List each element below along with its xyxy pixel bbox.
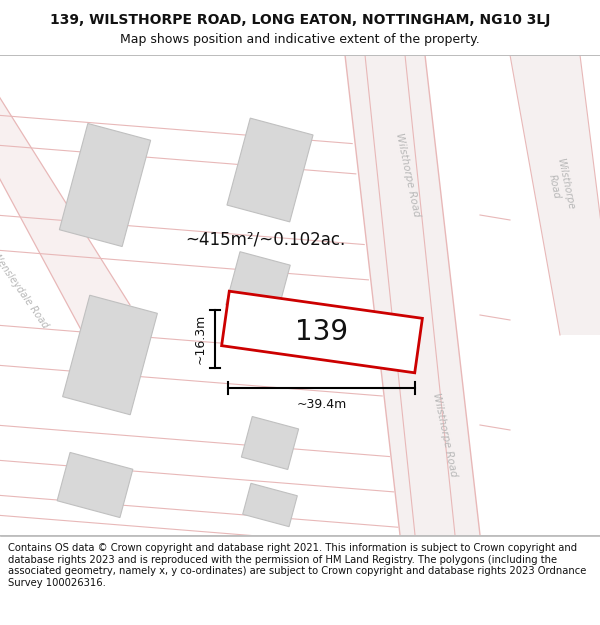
Text: 139: 139 bbox=[295, 318, 349, 346]
Polygon shape bbox=[59, 124, 151, 246]
Text: ~39.4m: ~39.4m bbox=[296, 398, 347, 411]
Text: Contains OS data © Crown copyright and database right 2021. This information is : Contains OS data © Crown copyright and d… bbox=[8, 543, 586, 588]
Text: ~16.3m: ~16.3m bbox=[194, 314, 207, 364]
Text: Wensleydale Road: Wensleydale Road bbox=[0, 250, 50, 330]
Polygon shape bbox=[57, 452, 133, 518]
Polygon shape bbox=[221, 291, 422, 372]
Text: Wilsthorpe
Road: Wilsthorpe Road bbox=[544, 157, 576, 213]
Text: Map shows position and indicative extent of the property.: Map shows position and indicative extent… bbox=[120, 33, 480, 46]
Polygon shape bbox=[241, 416, 299, 469]
Text: Wilsthorpe Road: Wilsthorpe Road bbox=[394, 132, 422, 218]
Polygon shape bbox=[227, 118, 313, 222]
Polygon shape bbox=[226, 252, 290, 318]
Polygon shape bbox=[242, 483, 298, 527]
Polygon shape bbox=[0, 90, 130, 365]
Polygon shape bbox=[62, 295, 157, 415]
Text: ~415m²/~0.102ac.: ~415m²/~0.102ac. bbox=[185, 231, 345, 249]
Text: Wilsthorpe Road: Wilsthorpe Road bbox=[431, 392, 459, 478]
Polygon shape bbox=[345, 55, 480, 535]
Text: 139, WILSTHORPE ROAD, LONG EATON, NOTTINGHAM, NG10 3LJ: 139, WILSTHORPE ROAD, LONG EATON, NOTTIN… bbox=[50, 13, 550, 27]
Polygon shape bbox=[510, 55, 600, 335]
